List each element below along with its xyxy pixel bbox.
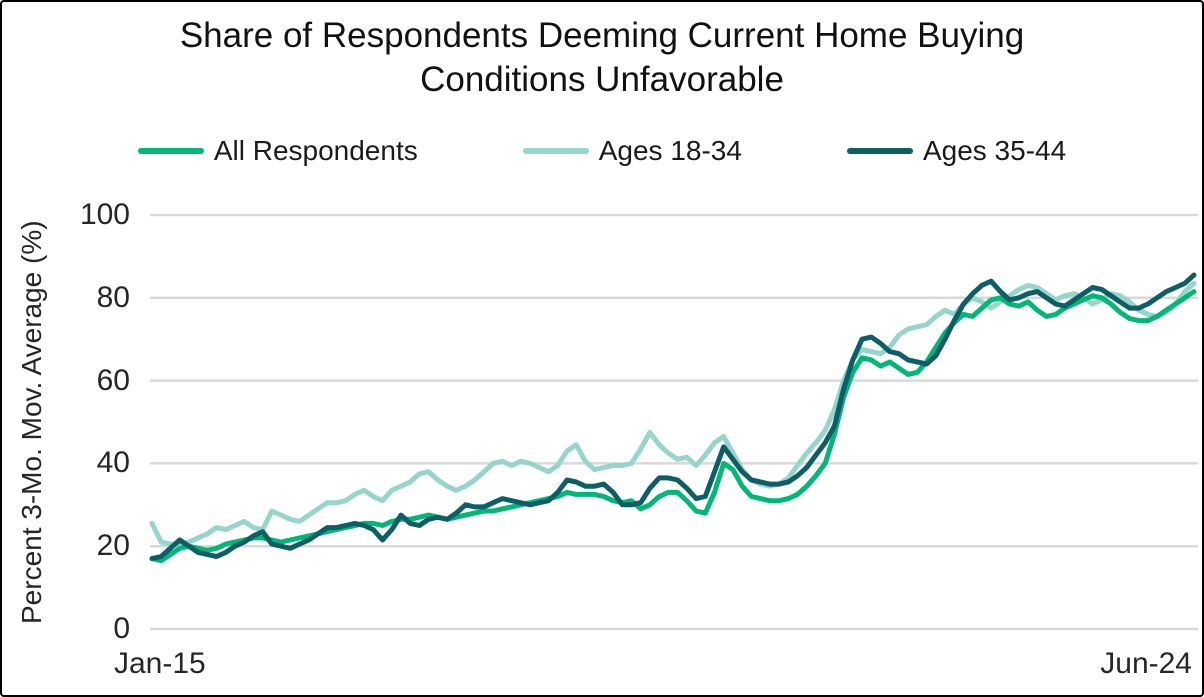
chart-title-line2: Conditions Unfavorable: [420, 60, 784, 99]
legend-swatch-ages-18-34: [522, 148, 589, 154]
legend-item-ages-35-44: Ages 35-44: [846, 135, 1067, 167]
y-tick-label-60: 60: [96, 363, 130, 397]
line-all-respondents: [149, 289, 1197, 564]
y-tick-label-20: 20: [96, 529, 130, 563]
legend-swatch-ages-35-44: [846, 148, 913, 154]
x-tick-label-end: Jun-24: [1100, 647, 1192, 680]
y-tick-label-0: 0: [113, 612, 130, 645]
legend-item-ages-18-34: Ages 18-34: [522, 135, 742, 167]
line-ages-18-34: [149, 280, 1197, 547]
y-axis-title: Percent 3-Mo. Mov. Average (%): [16, 220, 47, 624]
x-tick-label-start: Jan-15: [114, 647, 206, 680]
legend-item-all-respondents: All Respondents: [137, 135, 418, 167]
legend-label-ages-18-34: Ages 18-34: [598, 135, 742, 166]
y-tick-label-80: 80: [96, 280, 130, 314]
chart-title: Share of Respondents Deeming Current Hom…: [102, 14, 1102, 102]
chart-title-line1: Share of Respondents Deeming Current Hom…: [179, 16, 1025, 55]
y-tick-label-40: 40: [96, 446, 130, 480]
legend-label-all-respondents: All Respondents: [213, 135, 418, 166]
y-tick-label-100: 100: [79, 198, 130, 231]
legend: All Respondents Ages 18-34 Ages 35-44: [2, 135, 1202, 167]
legend-label-ages-35-44: Ages 35-44: [922, 135, 1067, 166]
line-ages-35-44: [149, 272, 1197, 562]
legend-swatch-all-respondents: [137, 148, 204, 154]
